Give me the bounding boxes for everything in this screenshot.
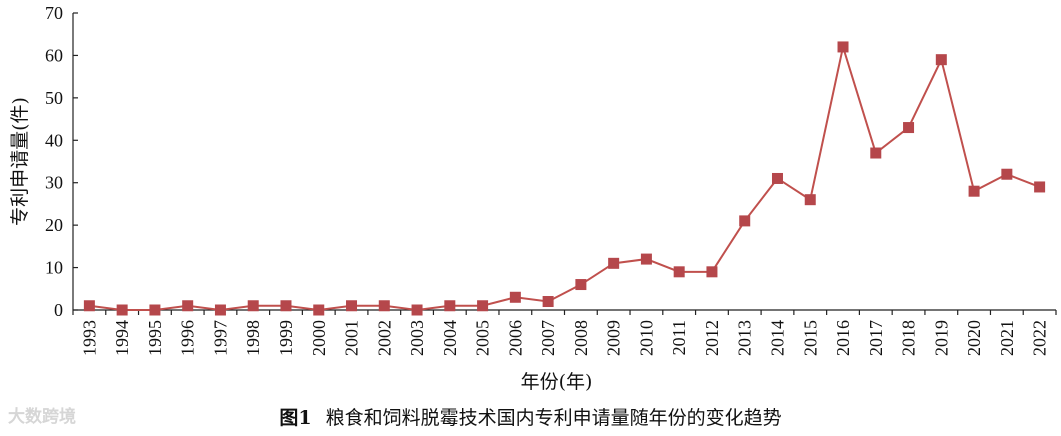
x-tick-label: 2017 — [866, 320, 886, 356]
figure-label: 图1 — [279, 407, 312, 429]
figure-caption: 图1 粮食和饲料脱霉技术国内专利申请量随年份的变化趋势 — [0, 403, 1061, 430]
y-tick-label: 70 — [45, 3, 63, 23]
data-point-marker — [346, 300, 358, 312]
x-tick-label: 1997 — [210, 320, 230, 356]
x-tick-label: 2007 — [538, 320, 558, 356]
data-point-marker — [903, 122, 915, 134]
x-tick-label: 1999 — [276, 320, 296, 356]
data-point-marker — [116, 304, 128, 316]
y-axis-title: 专利申请量(件) — [9, 97, 31, 226]
data-point-marker — [509, 291, 521, 303]
x-tick-label: 2019 — [931, 320, 951, 356]
y-tick-label: 50 — [45, 88, 63, 108]
data-point-marker — [214, 304, 226, 316]
data-point-marker — [804, 194, 816, 206]
x-tick-label: 2015 — [800, 320, 820, 356]
x-tick-label: 2021 — [997, 320, 1017, 356]
data-point-marker — [1001, 168, 1013, 180]
data-point-marker — [83, 300, 95, 312]
x-tick-label: 2016 — [833, 320, 853, 356]
data-point-marker — [968, 185, 980, 197]
watermark: 大数跨境 — [8, 407, 76, 427]
x-axis-title: 年份(年) — [521, 371, 593, 393]
x-tick-label: 2022 — [1030, 320, 1050, 356]
data-point-marker — [739, 215, 751, 227]
x-tick-label: 2008 — [571, 320, 591, 356]
data-point-marker — [313, 304, 325, 316]
data-point-marker — [771, 172, 783, 184]
figure-caption-text: 粮食和饲料脱霉技术国内专利申请量随年份的变化趋势 — [325, 407, 782, 429]
x-axis-ticks: 1993 1994 1995 1996 1997 1998 1999 2000 2001 2002… — [72, 310, 1057, 356]
data-point-marker — [706, 266, 718, 278]
x-tick-label: 2018 — [899, 320, 919, 356]
data-point-marker — [673, 266, 685, 278]
data-point-marker — [444, 300, 456, 312]
y-tick-label: 10 — [45, 258, 63, 278]
data-point-marker — [542, 296, 554, 308]
data-point-marker — [870, 147, 882, 159]
x-tick-label: 1995 — [145, 320, 165, 356]
y-tick-label: 40 — [45, 130, 63, 150]
data-point-marker — [1034, 181, 1046, 193]
data-point-marker — [411, 304, 423, 316]
x-tick-label: 2012 — [702, 320, 722, 356]
data-point-marker — [280, 300, 292, 312]
x-tick-label: 2013 — [735, 320, 755, 356]
x-tick-label: 2003 — [407, 320, 427, 356]
x-tick-label: 1994 — [112, 320, 132, 356]
y-axis-ticks: 0 10 20 30 40 50 60 70 — [45, 3, 78, 320]
x-tick-label: 2001 — [342, 320, 362, 356]
x-tick-label: 1993 — [79, 320, 99, 356]
x-tick-label: 2011 — [669, 320, 689, 355]
x-tick-label: 2004 — [440, 320, 460, 356]
y-tick-label: 30 — [45, 173, 63, 193]
x-tick-label: 2014 — [767, 320, 787, 356]
y-tick-label: 60 — [45, 45, 63, 65]
x-tick-label: 2009 — [604, 320, 624, 356]
x-tick-label: 2006 — [505, 320, 525, 356]
x-tick-label: 2000 — [309, 320, 329, 356]
data-point-marker — [149, 304, 161, 316]
x-tick-label: 1998 — [243, 320, 263, 356]
data-point-marker — [182, 300, 194, 312]
data-point-marker — [575, 279, 587, 291]
data-point-marker — [640, 253, 652, 265]
x-tick-label: 2010 — [636, 320, 656, 356]
data-point-marker — [247, 300, 259, 312]
data-point-marker — [378, 300, 390, 312]
data-point-marker — [935, 54, 947, 66]
x-tick-label: 2005 — [473, 320, 493, 356]
x-tick-label: 1996 — [178, 320, 198, 356]
y-tick-label: 0 — [54, 300, 63, 320]
series-line — [89, 42, 1040, 312]
chart-axes — [72, 13, 1056, 311]
data-point-marker — [477, 300, 489, 312]
data-point-marker — [837, 41, 849, 53]
x-tick-label: 2020 — [964, 320, 984, 356]
x-tick-label: 2002 — [374, 320, 394, 356]
data-point-marker — [608, 257, 620, 269]
y-tick-label: 20 — [45, 215, 63, 235]
data-series — [83, 41, 1046, 316]
